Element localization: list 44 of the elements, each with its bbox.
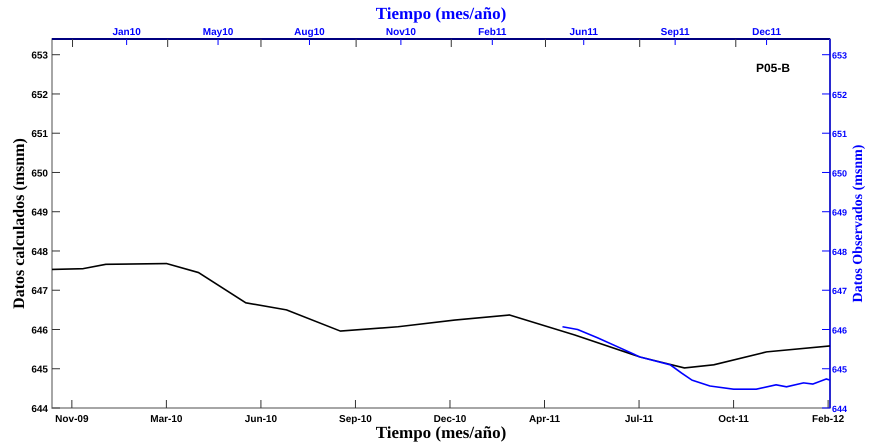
y-tick-label: 649 <box>31 208 48 219</box>
y-tick-label: 648 <box>31 246 48 258</box>
y-tick-label: 653 <box>31 50 48 62</box>
x2-tick-label: Feb11 <box>478 27 507 38</box>
y-tick-label: 651 <box>31 129 48 140</box>
line-series <box>51 262 831 369</box>
x2-tick-label: Sep11 <box>660 27 690 38</box>
y2-tick-label: 644 <box>832 404 848 414</box>
line-series <box>562 326 831 390</box>
x-tick-label: Mar-10 <box>150 414 183 425</box>
x2-tick-label: Dec11 <box>752 27 782 38</box>
x2-axis-title: Tiempo (mes/año) <box>376 4 506 23</box>
y2-tick-label: 645 <box>832 364 848 375</box>
y2-tick-label: 651 <box>832 129 848 140</box>
x2-tick-label: Aug10 <box>294 27 326 38</box>
y-tick-label: 650 <box>31 168 48 180</box>
y2-tick-label: 652 <box>832 90 848 100</box>
x-tick-label: Oct-11 <box>718 414 750 425</box>
x-tick-label: Jul-11 <box>624 414 654 425</box>
y2-axis-title: Datos Observados (msnm) <box>851 144 866 302</box>
y-tick-label: 647 <box>31 286 48 298</box>
x-axis-title: Tiempo (mes/año) <box>376 423 506 442</box>
y-tick-label: 652 <box>31 90 48 101</box>
y-tick-label: 646 <box>31 325 48 336</box>
x-tick-label: Feb-12 <box>812 414 845 425</box>
x-tick-label: Nov-09 <box>55 414 89 425</box>
y2-tick-label: 648 <box>832 246 848 257</box>
annotation: P05-B <box>756 61 790 75</box>
x2-tick-label: Jan10 <box>112 27 142 38</box>
x2-tick-label: May10 <box>202 27 234 38</box>
x-tick-label: Apr-11 <box>528 414 561 425</box>
x2-tick-label: Nov10 <box>386 27 416 38</box>
y2-tick-label: 649 <box>832 208 848 218</box>
y2-tick-label: 650 <box>832 168 848 178</box>
y-axis-title: Datos calculados (msnm) <box>11 138 28 309</box>
x-tick-label: Jun-10 <box>244 414 278 425</box>
y-tick-label: 644 <box>31 404 48 415</box>
y2-tick-label: 653 <box>832 50 848 61</box>
y2-tick-label: 646 <box>832 325 848 336</box>
x2-tick-label: Jun11 <box>570 27 598 38</box>
x-tick-label: Dec-10 <box>434 414 467 425</box>
y2-tick-label: 647 <box>832 286 848 296</box>
x-tick-label: Sep-10 <box>339 414 372 425</box>
y-tick-label: 645 <box>31 364 48 376</box>
